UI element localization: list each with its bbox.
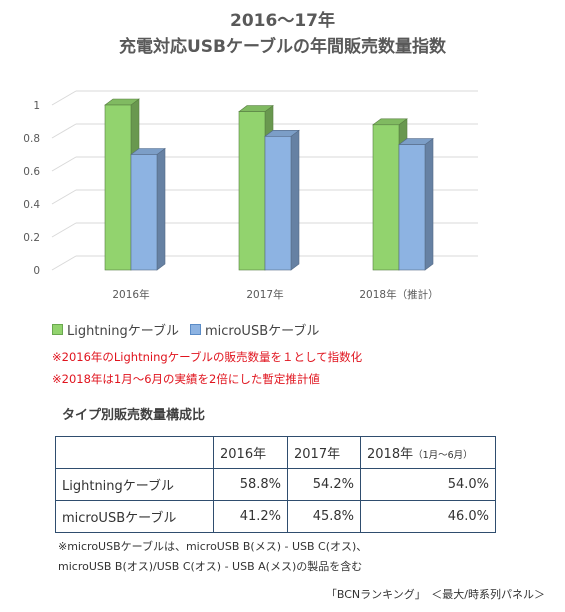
bar-lightning-0 [104,104,132,271]
gridline-depth [51,123,77,139]
share-table: 2016年 2017年 2018年（1月〜6月） Lightningケーブル 5… [55,436,496,533]
chart-title-line2: 充電対応USBケーブルの年間販売数量指数 [119,37,446,57]
legend-swatch-lightning [52,324,63,335]
table-cell: 46.0% [360,500,496,533]
footnote-line1: ※microUSBケーブルは、microUSB B(メス) - USB C(オス… [58,540,368,553]
table-header-2018-period: （1月〜6月） [413,450,473,461]
x-tick-label: 2016年 [112,288,149,301]
x-tick-label: 2017年 [246,288,283,301]
bar-lightning-2 [372,124,400,271]
legend-item-microusb: microUSBケーブル [190,320,319,339]
table-cell: 41.2% [213,500,288,533]
table-cell: 54.0% [360,468,496,501]
bar-side [156,147,166,271]
bar-side [424,138,434,271]
note-index: ※2016年のLightningケーブルの販売数量を１として指数化 [52,350,363,364]
bar-microusb-2 [398,144,426,271]
gridline-depth [51,255,77,271]
legend-label-lightning: Lightningケーブル [67,324,180,339]
footnote-line2: microUSB B(オス)/USB C(オス) - USB A(メス)の製品を… [58,560,363,573]
legend-label-microusb: microUSBケーブル [205,324,320,339]
bar-side [290,129,300,271]
bar-microusb-0 [130,154,158,271]
y-tick-label: 0.6 [23,166,40,178]
bar-lightning-1 [238,111,266,271]
chart-title-line1: 2016〜17年 [230,11,335,31]
y-tick-label: 1 [33,100,40,112]
y-tick-label: 0 [33,265,40,277]
bar-microusb-1 [264,136,292,271]
gridline-depth [51,222,77,238]
table-cell: 54.2% [287,468,361,501]
table-header-2018: 2018年（1月〜6月） [360,436,496,469]
table-row: Lightningケーブル 58.8% 54.2% 54.0% [55,468,496,501]
x-tick-label: 2018年（推計） [359,288,438,301]
table-row: microUSBケーブル 41.2% 45.8% 46.0% [55,500,496,533]
legend-item-lightning: Lightningケーブル [52,320,179,339]
source-credit: 「BCNランキング」 ＜最大/時系列パネル＞ [325,588,545,601]
gridline-depth [51,189,77,205]
bar-chart: 0 0.2 0.4 0.6 0.8 1 2016年 2017年 2018年（推計） [23,90,478,301]
table-cell: 58.8% [213,468,288,501]
table-cell: 45.8% [287,500,361,533]
table-header-2016: 2016年 [213,436,288,469]
gridline-depth [51,90,77,106]
chart-title: 2016〜17年 充電対応USBケーブルの年間販売数量指数 [0,8,565,60]
gridline-depth [51,156,77,172]
table-row-label: Lightningケーブル [55,468,214,501]
legend-swatch-microusb [190,324,201,335]
table-header-2017: 2017年 [287,436,361,469]
y-tick-label: 0.2 [23,232,40,244]
table-header-row: 2016年 2017年 2018年（1月〜6月） [55,436,496,469]
table-header-blank [55,436,214,469]
y-tick-label: 0.8 [23,133,40,145]
y-tick-label: 0.4 [23,199,40,211]
table-title: タイプ別販売数量構成比 [62,408,206,423]
note-estimate: ※2018年は1月〜6月の実績を2倍にした暫定推計値 [52,372,320,386]
table-header-2018-year: 2018年 [367,447,414,462]
table-row-label: microUSBケーブル [55,500,214,533]
